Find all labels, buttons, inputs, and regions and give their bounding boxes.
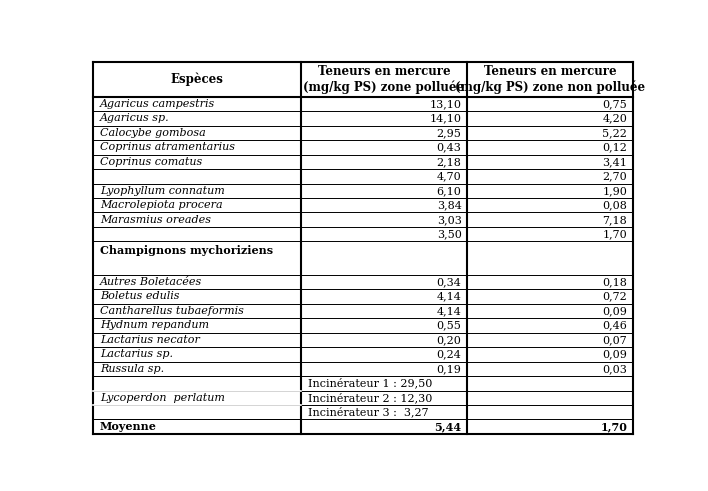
Text: Hydnum repandum: Hydnum repandum (100, 321, 209, 330)
Text: Incinérateur 2 : 12,30: Incinérateur 2 : 12,30 (308, 392, 433, 403)
Text: 0,34: 0,34 (437, 277, 462, 287)
Text: 5,22: 5,22 (603, 128, 627, 138)
Text: 2,18: 2,18 (437, 157, 462, 167)
Text: Marasmius oreades: Marasmius oreades (100, 215, 211, 225)
Text: 0,03: 0,03 (603, 364, 627, 374)
Text: Champignons mychoriziens: Champignons mychoriziens (100, 246, 273, 256)
Text: Incinérateur 3 :  3,27: Incinérateur 3 : 3,27 (308, 407, 428, 418)
Text: Teneurs en mercure
(mg/kg PS) zone non polluée: Teneurs en mercure (mg/kg PS) zone non p… (455, 65, 645, 94)
Text: 1,70: 1,70 (600, 421, 627, 432)
Text: 3,41: 3,41 (603, 157, 627, 167)
Text: 0,09: 0,09 (603, 350, 627, 359)
Text: 0,55: 0,55 (437, 321, 462, 330)
Text: 1,90: 1,90 (603, 186, 627, 196)
Text: 4,20: 4,20 (603, 113, 627, 123)
Text: 0,18: 0,18 (603, 277, 627, 287)
Text: Incinérateur 1 : 29,50: Incinérateur 1 : 29,50 (308, 378, 433, 389)
Text: 0,75: 0,75 (603, 99, 627, 109)
Text: Agaricus campestris: Agaricus campestris (100, 99, 215, 109)
Text: 2,95: 2,95 (437, 128, 462, 138)
Text: Agaricus sp.: Agaricus sp. (100, 113, 170, 123)
Text: 6,10: 6,10 (437, 186, 462, 196)
Text: Coprinus comatus: Coprinus comatus (100, 157, 202, 167)
Text: 4,70: 4,70 (437, 171, 462, 181)
Text: 3,50: 3,50 (437, 229, 462, 239)
Text: 5,44: 5,44 (435, 421, 462, 432)
Text: 0,08: 0,08 (603, 200, 627, 210)
Text: 0,46: 0,46 (603, 321, 627, 330)
Text: 13,10: 13,10 (430, 99, 462, 109)
Text: 0,43: 0,43 (437, 142, 462, 152)
Text: 14,10: 14,10 (430, 113, 462, 123)
Text: Boletus edulis: Boletus edulis (100, 292, 180, 301)
Text: Lactarius necator: Lactarius necator (100, 335, 200, 345)
Text: Russula sp.: Russula sp. (100, 364, 164, 374)
Text: 0,19: 0,19 (437, 364, 462, 374)
Text: Macrolepiota procera: Macrolepiota procera (100, 200, 222, 210)
Text: Moyenne: Moyenne (100, 421, 157, 432)
Text: 1,70: 1,70 (603, 229, 627, 239)
Text: 3,03: 3,03 (437, 215, 462, 225)
Text: 3,84: 3,84 (437, 200, 462, 210)
Text: 0,72: 0,72 (603, 292, 627, 301)
Text: 4,14: 4,14 (437, 292, 462, 301)
Text: 0,12: 0,12 (603, 142, 627, 152)
Text: Calocybe gombosa: Calocybe gombosa (100, 128, 206, 138)
Text: 2,70: 2,70 (603, 171, 627, 181)
Text: Espèces: Espèces (171, 73, 223, 86)
Text: 4,14: 4,14 (437, 306, 462, 316)
Text: Autres Boletacées: Autres Boletacées (100, 277, 202, 287)
Text: 0,07: 0,07 (603, 335, 627, 345)
Text: Lactarius sp.: Lactarius sp. (100, 350, 173, 359)
Text: Lycoperdon  perlatum: Lycoperdon perlatum (100, 393, 225, 403)
Text: Coprinus atramentarius: Coprinus atramentarius (100, 142, 235, 152)
Text: Teneurs en mercure
(mg/kg PS) zone polluée: Teneurs en mercure (mg/kg PS) zone pollu… (303, 65, 464, 94)
Text: 0,20: 0,20 (437, 335, 462, 345)
Text: Lyophyllum connatum: Lyophyllum connatum (100, 186, 224, 196)
Text: 0,24: 0,24 (437, 350, 462, 359)
Text: 7,18: 7,18 (603, 215, 627, 225)
Text: 0,09: 0,09 (603, 306, 627, 316)
Text: Cantharellus tubaeformis: Cantharellus tubaeformis (100, 306, 244, 316)
